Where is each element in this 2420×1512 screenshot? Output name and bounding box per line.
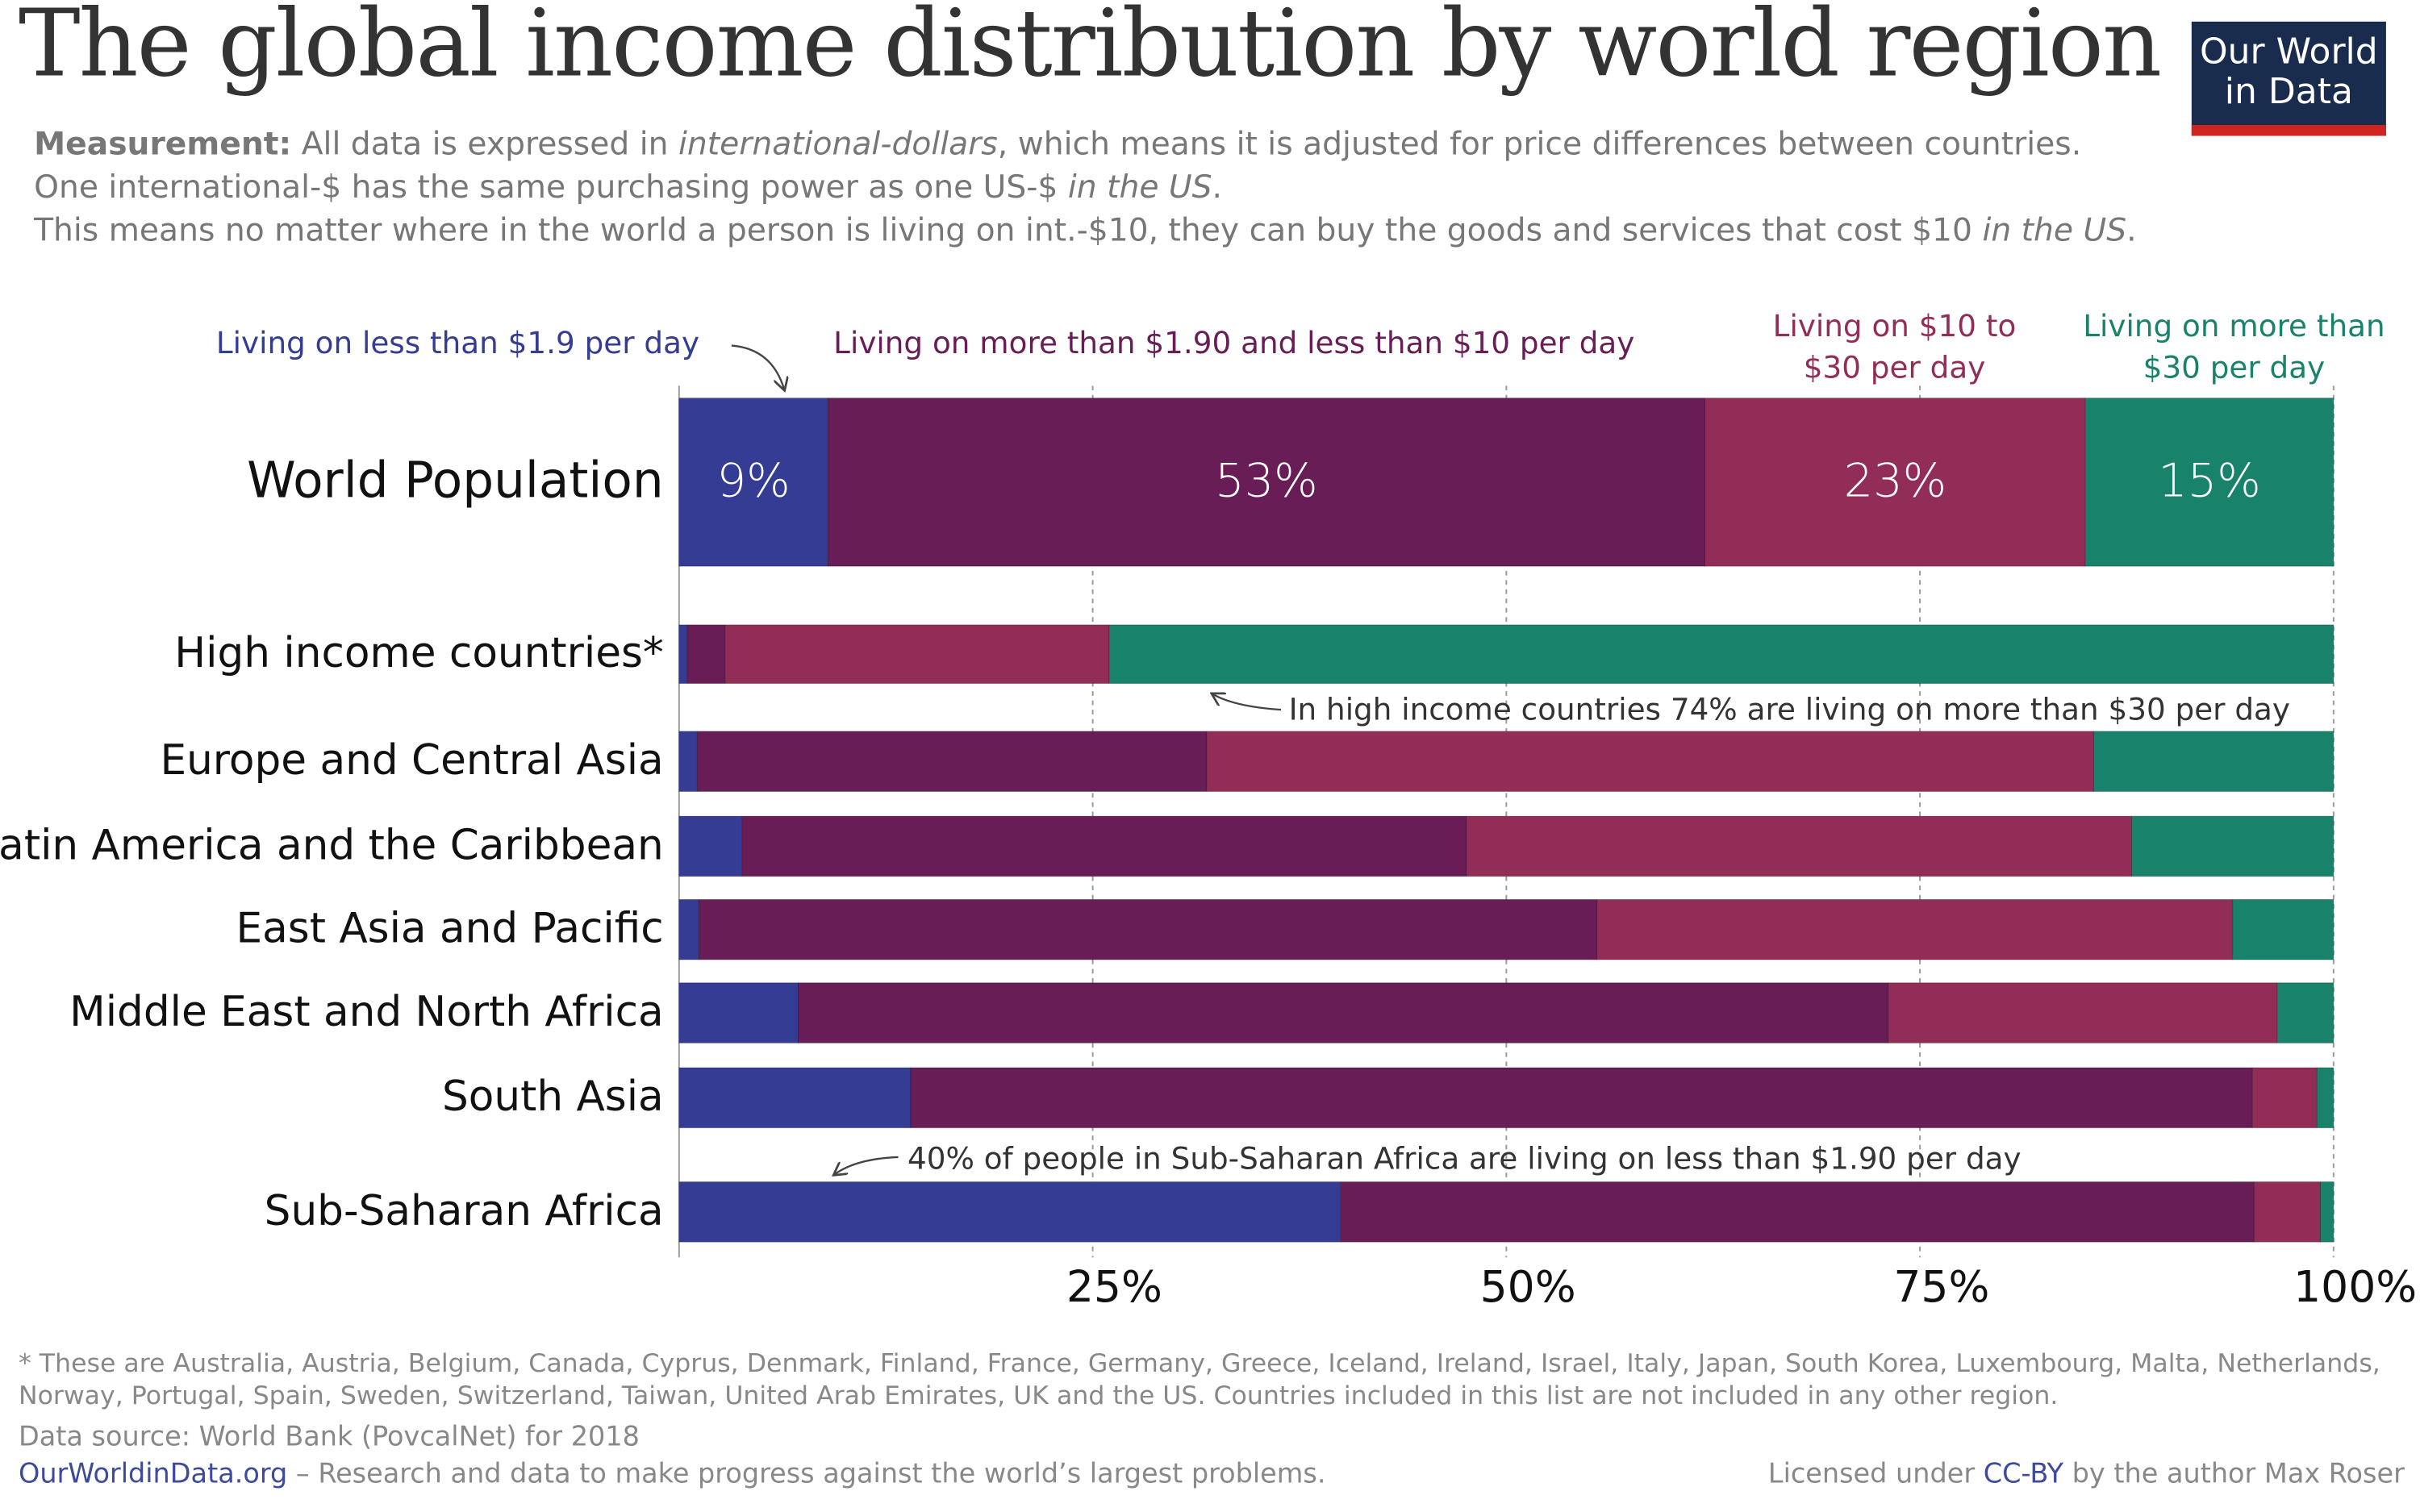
legend-entry: Living on more than $1.90 and less than … <box>833 325 1635 361</box>
bar-segment <box>910 1067 2253 1129</box>
bar-segment <box>678 624 688 685</box>
x-tick-label: 75% <box>1893 1261 1989 1312</box>
bar-segment <box>698 898 1598 960</box>
subtitle-part: Measurement: <box>34 124 292 162</box>
bar-segment <box>1206 731 2094 792</box>
logo-text: Our World <box>2200 32 2378 73</box>
bar-segment <box>798 982 1889 1043</box>
bar-segment <box>1340 1181 2255 1243</box>
subtitle-part: in the US <box>1067 168 1212 206</box>
bar-segment <box>2084 398 2334 567</box>
logo[interactable]: Our World in Data <box>2191 21 2386 136</box>
category-label: Latin America and the Caribbean <box>0 821 664 869</box>
bar-segment <box>2232 898 2334 960</box>
arrow <box>731 344 784 389</box>
bar-segment <box>2276 982 2334 1043</box>
bar-segment <box>1888 982 2278 1043</box>
legend-entry: Living on $10 to $30 per day <box>1772 308 2017 386</box>
bar-segment <box>2251 1067 2318 1129</box>
arrow <box>835 1156 899 1174</box>
bar-segment <box>678 1067 912 1129</box>
bar-segment <box>678 815 743 877</box>
subtitle-part: One international-$ has the same purchas… <box>34 168 1068 206</box>
subtitle-part: international-dollars <box>678 124 998 162</box>
bar-segment <box>678 1181 1341 1243</box>
value-label: 15% <box>2158 453 2261 507</box>
subtitle-part: All data is expressed in <box>291 124 678 162</box>
bar-segment <box>827 398 1705 567</box>
source: Data source: World Bank (PovcalNet) for … <box>18 1422 640 1454</box>
category-label: South Asia <box>442 1073 664 1121</box>
annotation: In high income countries 74% are living … <box>1289 692 2290 727</box>
logo-text: in Data <box>2224 72 2353 113</box>
license-link[interactable]: CC-BY <box>1983 1459 2064 1491</box>
site-link[interactable]: OurWorldinData.org <box>18 1459 288 1491</box>
category-label: Europe and Central Asia <box>160 736 663 785</box>
value-label: 9% <box>717 453 791 507</box>
category-label: Middle East and North Africa <box>69 988 664 1036</box>
category-label: World Population <box>247 452 664 509</box>
bar-segment <box>1704 398 2086 567</box>
bar-segment <box>2316 1067 2334 1129</box>
license-text: by the author Max Roser <box>2063 1459 2405 1491</box>
legend-entry: Living on less than $1.9 per day <box>215 325 700 361</box>
subtitle-part: This means no matter where in the world … <box>34 211 1983 249</box>
x-tick-label: 100% <box>2293 1261 2417 1312</box>
category-label: High income countries* <box>174 629 663 677</box>
subtitle-part: in the US <box>1982 211 2127 249</box>
bar-segment <box>741 815 1467 877</box>
bar-segment <box>686 624 726 685</box>
bar-segment <box>2131 815 2334 877</box>
license: Licensed under CC-BY by the author Max R… <box>1768 1460 2405 1490</box>
subtitle-part: , which means it is adjusted for price d… <box>997 124 2082 162</box>
bar-segment <box>678 731 698 792</box>
bar-segment <box>2319 1181 2334 1243</box>
category-label: East Asia and Pacific <box>236 905 664 953</box>
license-text: Licensed under <box>1767 1459 1984 1491</box>
subtitle: Measurement: All data is expressed in in… <box>34 122 2226 252</box>
bar-segment <box>678 982 799 1043</box>
x-tick-label: 50% <box>1480 1261 1576 1312</box>
bar-segment <box>678 398 828 567</box>
subtitle-part: . <box>1212 168 1223 206</box>
value-label: 53% <box>1215 453 1318 507</box>
bar-segment <box>2253 1181 2321 1243</box>
footnote: * These are Australia, Austria, Belgium,… <box>18 1348 2380 1410</box>
arrow <box>1213 694 1282 711</box>
bar-segment <box>678 898 699 960</box>
bar-segment <box>724 624 1110 685</box>
annotation: 40% of people in Sub-Saharan Africa are … <box>908 1140 2022 1176</box>
bar-segment <box>1108 624 2334 685</box>
bar-segment <box>1466 815 2133 877</box>
subtitle-part: . <box>2126 211 2137 249</box>
category-label: Sub-Saharan Africa <box>265 1187 664 1235</box>
title: The global income distribution by world … <box>18 0 2162 99</box>
bar-segment <box>696 731 1208 792</box>
tagline: – Research and data to make progress aga… <box>287 1459 1326 1491</box>
bar-segment <box>1596 898 2234 960</box>
x-tick-label: 25% <box>1066 1261 1162 1312</box>
legend-entry: Living on more than $30 per day <box>2083 308 2385 386</box>
value-label: 23% <box>1844 453 1947 507</box>
site: OurWorldinData.org – Research and data t… <box>19 1460 1326 1490</box>
bar-segment <box>2092 731 2334 792</box>
